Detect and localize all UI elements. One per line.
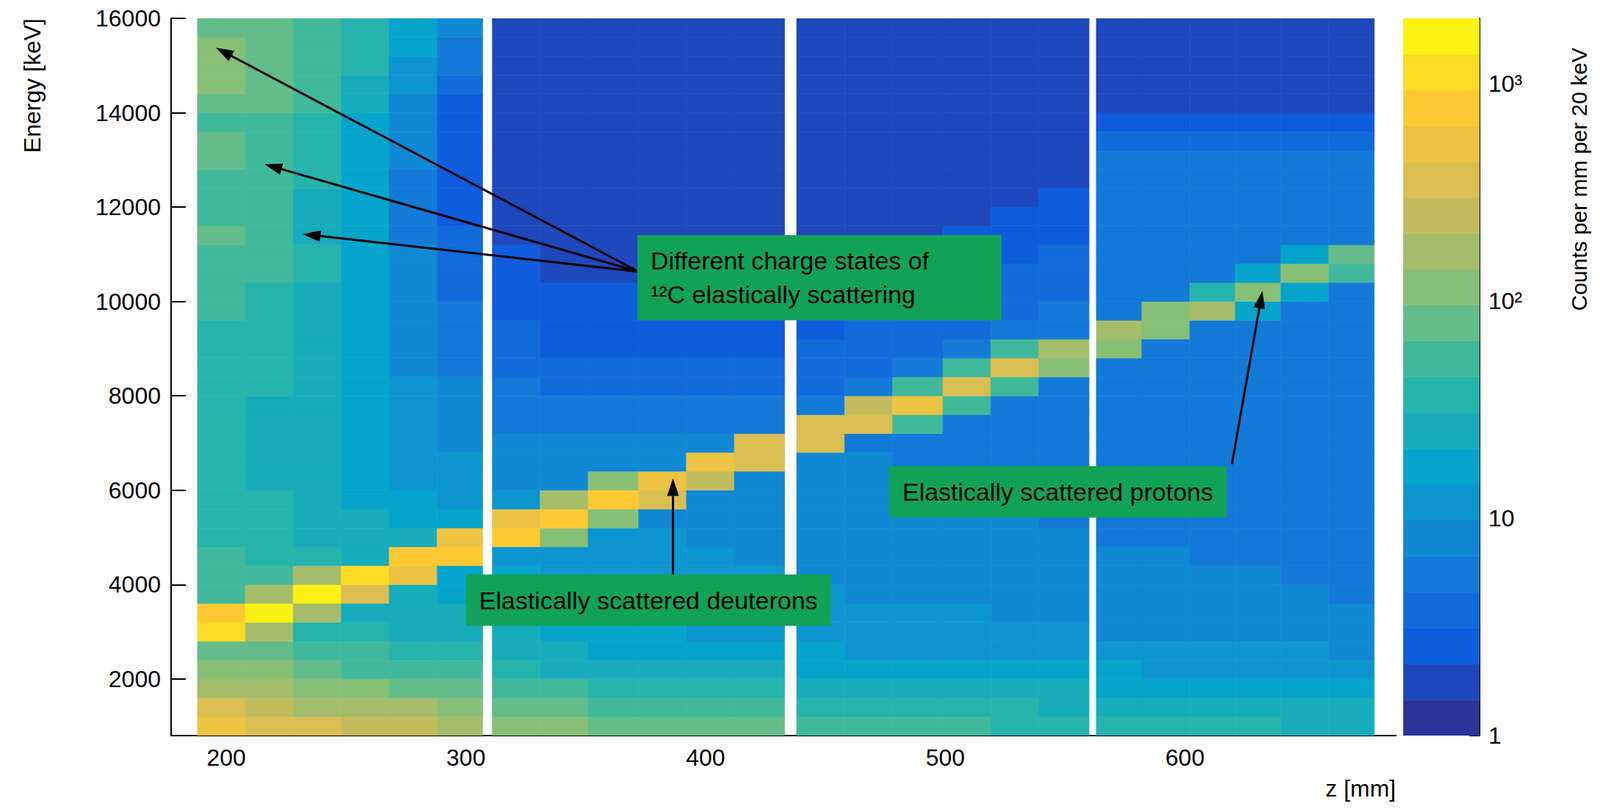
- svg-text:8000: 8000: [108, 382, 161, 409]
- svg-text:Elastically scattered deuteron: Elastically scattered deuterons: [478, 586, 818, 615]
- svg-text:Energy [keV]: Energy [keV]: [19, 18, 46, 153]
- svg-text:10²: 10²: [1488, 287, 1523, 315]
- svg-text:z [mm]: z [mm]: [1325, 775, 1396, 802]
- svg-text:10000: 10000: [95, 288, 161, 316]
- svg-text:14000: 14000: [95, 99, 161, 127]
- svg-text:10³: 10³: [1488, 70, 1523, 97]
- svg-text:¹²C elastically scattering: ¹²C elastically scattering: [650, 280, 916, 309]
- svg-text:500: 500: [925, 744, 965, 771]
- svg-text:12000: 12000: [95, 193, 161, 221]
- svg-text:Elastically scattered protons: Elastically scattered protons: [902, 478, 1214, 506]
- svg-text:400: 400: [685, 744, 725, 771]
- svg-text:16000: 16000: [95, 5, 161, 32]
- svg-text:2000: 2000: [108, 665, 161, 693]
- svg-text:10: 10: [1488, 505, 1515, 532]
- svg-text:Different charge states of: Different charge states of: [650, 246, 937, 275]
- svg-text:300: 300: [446, 744, 486, 771]
- svg-text:200: 200: [206, 744, 246, 771]
- svg-text:Counts per mm per 20 keV: Counts per mm per 20 keV: [1566, 47, 1592, 312]
- svg-text:4000: 4000: [108, 571, 161, 598]
- svg-text:600: 600: [1165, 744, 1205, 771]
- svg-text:1: 1: [1488, 722, 1502, 749]
- svg-text:6000: 6000: [108, 477, 161, 504]
